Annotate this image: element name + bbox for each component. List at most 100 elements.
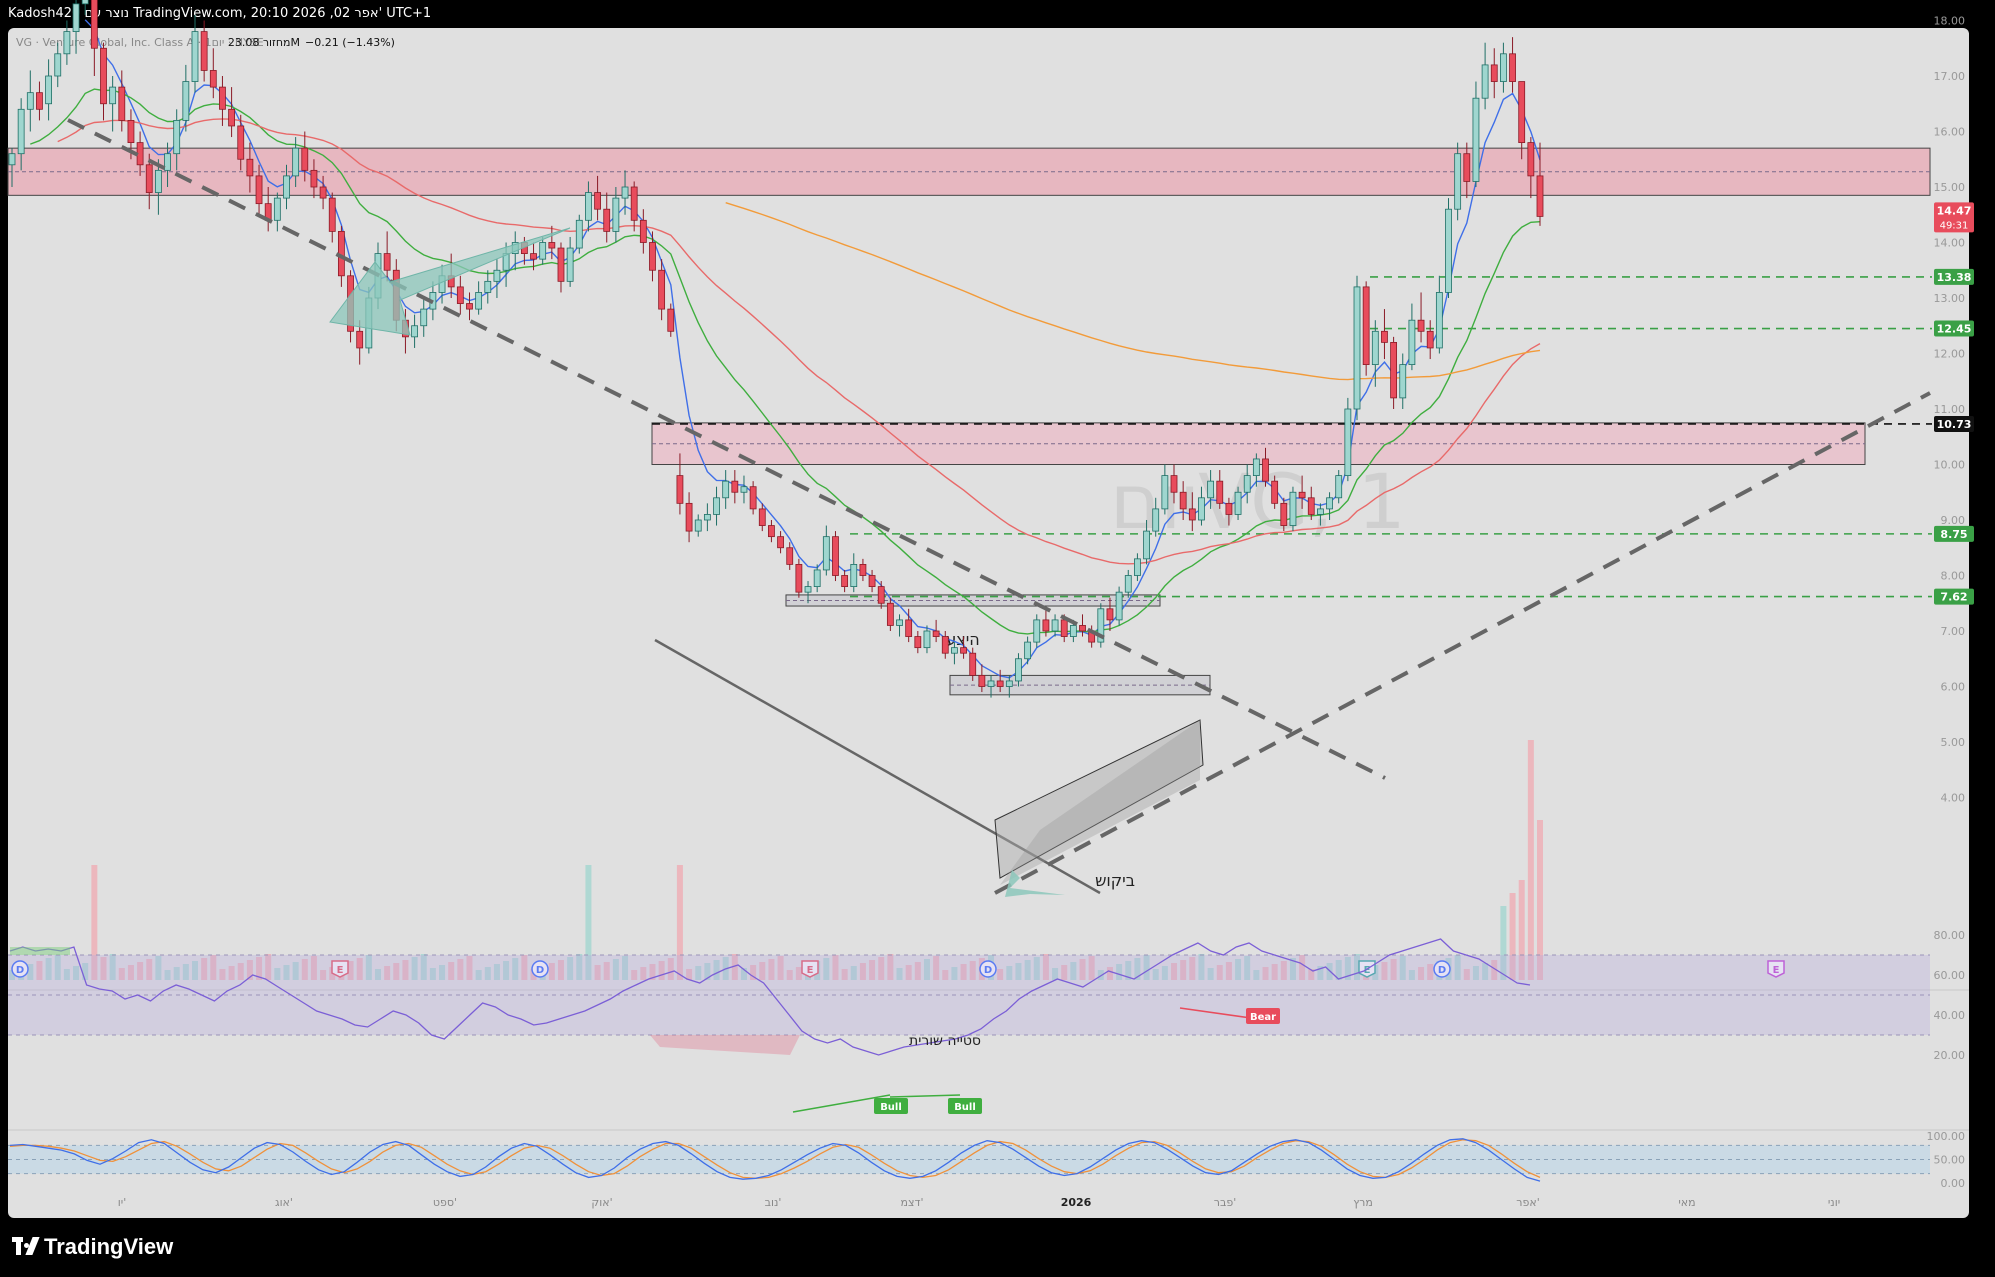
candle-body [283,175,290,199]
price-tick-label: 17.00 [1934,70,1966,83]
volume-bar [896,968,903,980]
candle-body [1115,591,1123,621]
volume-bar [905,965,912,980]
price-tick-label: 8.00 [1941,570,1966,583]
price-tick-label: 11.00 [1934,403,1966,416]
volume-bar [246,960,253,980]
candle [905,608,913,643]
rsi-annotation: סטייה שורית [909,1033,981,1049]
candle [768,520,775,543]
volume-bar [576,954,583,980]
volume-bar [612,959,619,980]
volume-bar [374,969,381,980]
rsi-tick-label: 40.00 [1934,1009,1966,1022]
time-tick-label: נוב' [765,1196,782,1209]
candle-body [8,153,16,166]
candle-body [630,186,638,221]
candle-body [1435,292,1443,349]
volume-bar [548,963,555,980]
volume-bar [1006,966,1013,980]
tradingview-logo[interactable]: TradingView [12,1234,173,1260]
volume-bar [557,960,564,980]
candle-body [667,308,675,332]
volume-bar [603,962,610,980]
candle-body [1079,625,1086,632]
volume-bar [1527,740,1534,980]
price-tick-label: 15.00 [1934,181,1966,194]
tradingview-mark-icon [12,1237,40,1257]
candle-body [996,680,1004,687]
volume-bar [91,865,98,980]
stoch-tick-label: 50.00 [1934,1154,1966,1167]
candle-body [292,147,300,177]
candle [1188,492,1196,532]
volume-bar [82,963,89,980]
candle [758,503,766,532]
candle-body [621,186,629,199]
candle [1500,42,1507,93]
candle-body [1371,330,1379,365]
volume-bar [164,970,171,980]
volume-bar [676,865,683,980]
candle [1490,48,1498,99]
volume-bar [1171,963,1178,980]
candle-body [1472,97,1480,182]
candle-body [1463,153,1471,182]
price-tick-label: 13.00 [1934,292,1966,305]
volume-bar [173,967,180,980]
brand-name: TradingView [44,1234,174,1259]
candle [145,153,153,210]
candle [1179,481,1187,520]
volume-bar [887,954,894,980]
candle-body [383,253,391,271]
volume-bar [1408,970,1415,980]
volume-bar [1198,954,1205,980]
event-marker-label: D [536,965,544,976]
candle-body [145,164,153,193]
candle-body [456,286,464,304]
candle-body [1500,53,1507,82]
candle [283,164,290,210]
candle [923,625,931,654]
candle-body [1243,475,1251,493]
volume-bar [1134,958,1141,980]
volume-bar [1317,966,1324,980]
candle [951,642,958,665]
candle-body [63,31,71,55]
candle-body [209,70,217,88]
volume-bar [832,955,839,980]
candle-body [585,192,592,221]
volume-bar [1024,960,1031,980]
candle [1445,198,1452,298]
volume-bar [859,963,866,980]
volume-bar [36,961,43,980]
candle-body [100,47,107,105]
volume-bar [1125,961,1132,980]
volume-bar [704,963,711,980]
signal-badge-label: Bull [880,1102,902,1113]
candle-body [1106,608,1114,621]
candle [1298,475,1306,509]
volume-bar [1253,970,1260,980]
volume-bar [1152,969,1159,980]
volume-bar [969,961,976,980]
candle-body [154,169,162,193]
candle [1481,42,1489,110]
candle [81,0,89,15]
candle-body [548,242,556,249]
volume-bar [411,957,418,980]
volume-bar [1070,962,1077,980]
volume-bar [1491,960,1498,980]
candle-body [1262,458,1269,482]
candle-body [1353,286,1361,410]
candle [191,14,199,93]
volume-bar [228,966,235,980]
candle-body [127,120,135,144]
volume-bar [219,969,226,980]
volume-bar [841,969,848,980]
candle-body [1198,497,1205,521]
volume-bar [1097,970,1104,980]
candle-body [466,303,473,310]
price-tick-label: 4.00 [1941,792,1966,805]
